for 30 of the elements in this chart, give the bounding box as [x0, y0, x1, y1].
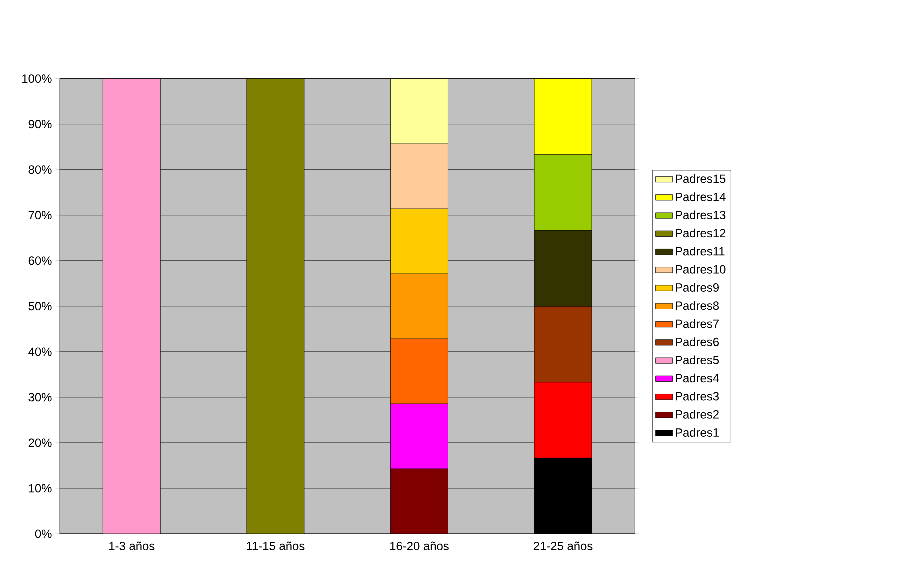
x-tick-label: 16-20 años: [390, 542, 449, 550]
legend-label: Padres4: [676, 374, 720, 383]
y-tick-label: 60%: [28, 256, 52, 266]
y-tick-label: 100%: [22, 74, 52, 84]
x-tick-label: 11-15 años: [247, 542, 305, 550]
legend-label: Padres13: [676, 210, 726, 220]
legend-label: Padres15: [676, 174, 726, 184]
y-tick-label: 40%: [28, 348, 52, 356]
legend-label: Padres2: [676, 410, 719, 419]
legend-label: Padres9: [676, 283, 719, 292]
y-tick-label: 30%: [28, 393, 52, 402]
y-tick-label: 0%: [35, 530, 52, 538]
legend-label: Padres5: [676, 356, 720, 364]
y-tick-label: 80%: [28, 166, 52, 174]
x-tick-label: 21-25 años: [534, 542, 593, 550]
legend-label: Padres12: [676, 228, 726, 238]
y-tick-label: 50%: [28, 302, 52, 311]
x-tick-label: 1-3 años: [110, 542, 155, 550]
legend-label: Padres1: [676, 428, 719, 437]
y-tick-label: 20%: [28, 438, 52, 448]
y-tick-label: 10%: [29, 484, 52, 493]
legend-label: Padres14: [676, 192, 726, 202]
legend-label: Padres3: [676, 392, 720, 401]
y-tick-label: 90%: [28, 120, 52, 129]
legend-label: Padres11: [676, 246, 725, 256]
legend-label: Padres6: [676, 338, 720, 346]
y-tick-label: 70%: [28, 211, 52, 220]
legend-label: Padres7: [676, 319, 719, 328]
legend-label: Padres8: [676, 301, 720, 310]
legend-label: Padres10: [676, 265, 726, 274]
